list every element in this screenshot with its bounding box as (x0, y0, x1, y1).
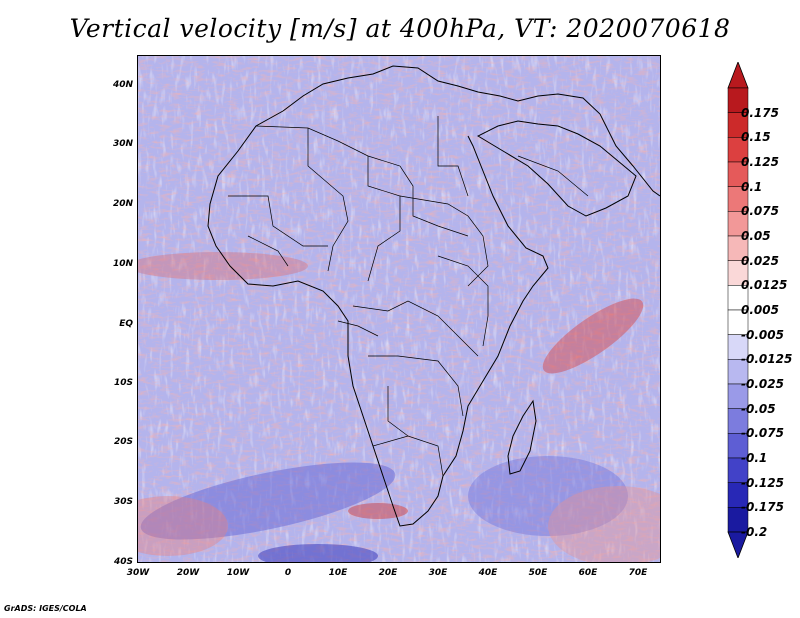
ascent-area-south-africa (348, 503, 408, 519)
chart-title: Vertical velocity [m/s] at 400hPa, VT: 2… (69, 14, 731, 43)
colorbar-level-label: -0.1 (741, 451, 768, 465)
lat-label: 40S (113, 557, 133, 567)
descent-core (258, 544, 378, 562)
footer-credit: GrADS: IGES/COLA (4, 604, 87, 613)
lon-label: 0 (284, 568, 292, 578)
lat-label: EQ (119, 319, 133, 329)
lon-label: 20E (378, 568, 398, 578)
field-updrafts (138, 56, 660, 562)
colorbar (727, 62, 749, 558)
lon-label: 10E (328, 568, 348, 578)
colorbar-min-arrow (727, 531, 749, 558)
colorbar-level-label: -0.0125 (741, 352, 793, 367)
colorbar-max-arrow (727, 62, 749, 89)
colorbar-level-label: -0.2 (741, 525, 768, 539)
lat-label: 10S (113, 378, 133, 388)
colorbar-level-label: 0.1 (741, 179, 763, 194)
descent-band-indian-ocean (468, 456, 628, 536)
ascent-area-itcz (138, 252, 308, 280)
colorbar-level-label: 0.15 (741, 130, 771, 145)
ascent-area-southeast (548, 486, 660, 562)
lon-label: 10W (226, 568, 250, 578)
lon-label: 40E (478, 568, 498, 578)
colorbar-level-label: -0.075 (741, 426, 784, 441)
country-borders (228, 116, 589, 477)
descent-band-south-atlantic (140, 462, 396, 540)
colorbar-level-label: -0.005 (741, 327, 784, 342)
colorbar-level-label: -0.175 (741, 500, 784, 515)
colorbar-level-label: 0.05 (741, 229, 771, 243)
colorbar-level-label: 0.075 (741, 204, 779, 219)
colorbar-boxes (727, 62, 749, 558)
map-panel (137, 55, 661, 563)
ascent-area-indian-ocean (542, 298, 644, 374)
colorbar-level-label: 0.005 (741, 303, 779, 317)
lon-label: 30E (428, 568, 448, 578)
lat-label: 30S (113, 497, 133, 507)
lon-label: 30W (126, 568, 150, 578)
colorbar-level-label: 0.125 (741, 155, 779, 169)
lat-label: 30N (112, 139, 133, 149)
lon-label: 20W (176, 568, 200, 578)
madagascar (507, 399, 537, 475)
colorbar-level-label: 0.175 (741, 105, 779, 120)
lat-label: 20S (113, 437, 133, 447)
colorbar-level-label: -0.05 (741, 401, 776, 416)
lon-label: 50E (528, 568, 548, 578)
colorbar-level-label: 0.025 (741, 253, 779, 268)
vertical-velocity-field (138, 56, 660, 562)
ascent-area-southwest (138, 496, 228, 556)
lat-label: 20N (112, 199, 133, 209)
lon-label: 60E (578, 568, 598, 578)
lat-label: 40N (112, 80, 133, 90)
colorbar-level-label: -0.025 (741, 377, 784, 391)
lat-label: 10N (112, 259, 133, 269)
colorbar-level-label: -0.125 (741, 475, 784, 490)
colorbar-level-label: 0.0125 (741, 278, 788, 293)
lon-label: 70E (628, 568, 648, 578)
coastlines (207, 65, 660, 527)
